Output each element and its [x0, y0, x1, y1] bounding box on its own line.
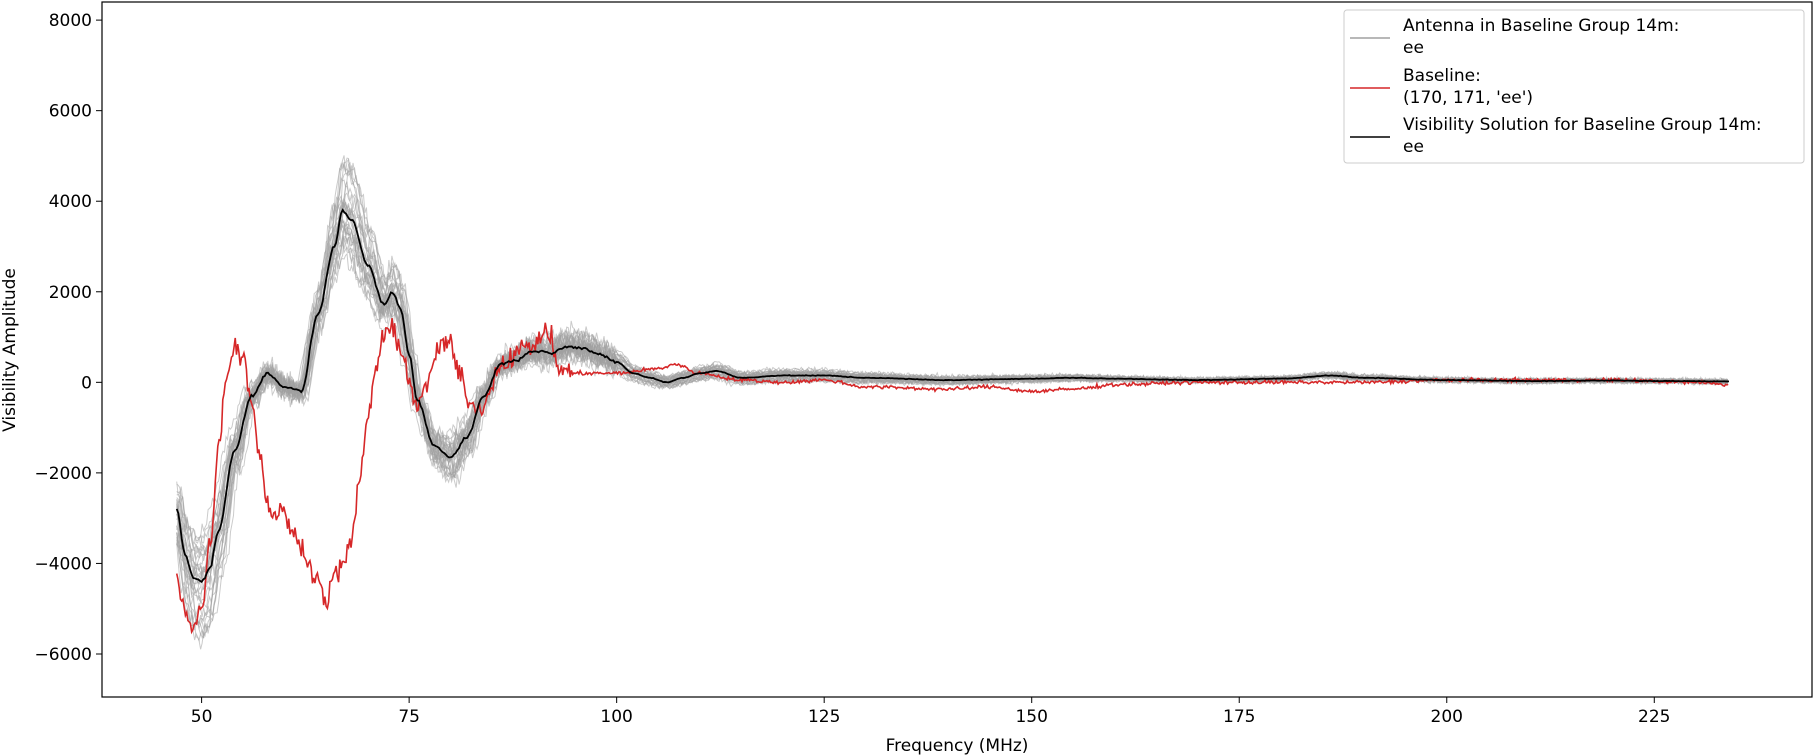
- antenna-series-line: [176, 226, 1728, 556]
- antenna-series-line: [176, 194, 1728, 592]
- plot-frame: [101, 1, 1813, 698]
- legend-label-solution-line1: Visibility Solution for Baseline Group 1…: [1403, 115, 1762, 135]
- legend-label-antenna-line2: ee: [1403, 38, 1424, 58]
- x-tick-label: 150: [1015, 707, 1047, 727]
- antenna-series-line: [176, 234, 1728, 549]
- antenna-series-line: [176, 217, 1728, 562]
- antenna-series-line: [176, 162, 1728, 643]
- antenna-series-line: [176, 204, 1728, 602]
- x-tick-label: 50: [191, 707, 213, 727]
- antenna-series-line: [176, 198, 1729, 589]
- legend-frame: [1343, 9, 1805, 164]
- y-tick-label: −6000: [34, 645, 92, 665]
- x-tick-label: 225: [1638, 707, 1670, 727]
- legend-label-antenna-line1: Antenna in Baseline Group 14m:: [1403, 16, 1679, 36]
- series-layer: [175, 155, 1730, 650]
- y-tick-label: 0: [81, 373, 92, 393]
- legend-label-baseline-line2: (170, 171, 'ee'): [1403, 88, 1533, 108]
- solution-series-line: [175, 208, 1730, 583]
- y-axis-ticks: −6000 −4000 −2000 0 2000 4000 6000 8000: [34, 11, 102, 665]
- y-tick-label: 8000: [49, 11, 92, 31]
- x-axis-ticks: 50 75 100 125 150 175 200 225: [191, 697, 1671, 727]
- x-tick-label: 125: [808, 707, 840, 727]
- antenna-series-line: [176, 200, 1729, 605]
- x-tick-label: 75: [398, 707, 420, 727]
- antenna-series-line: [176, 229, 1728, 576]
- legend: Antenna in Baseline Group 14m: ee Baseli…: [1343, 9, 1805, 164]
- y-tick-label: 4000: [49, 192, 92, 212]
- x-tick-label: 100: [600, 707, 632, 727]
- y-tick-label: −2000: [34, 464, 92, 484]
- x-tick-label: 175: [1223, 707, 1255, 727]
- legend-item-antenna: Antenna in Baseline Group 14m: ee: [1350, 16, 1679, 58]
- plot-area: [175, 155, 1730, 650]
- y-tick-label: 2000: [49, 283, 92, 303]
- y-tick-label: 6000: [49, 102, 92, 122]
- y-tick-label: −4000: [34, 554, 92, 574]
- antenna-series-line: [176, 192, 1729, 617]
- antenna-series-line: [176, 237, 1728, 546]
- antenna-series-line: [176, 155, 1729, 650]
- x-tick-label: 200: [1431, 707, 1463, 727]
- baseline-series-line: [175, 318, 1729, 635]
- legend-label-baseline-line1: Baseline:: [1403, 66, 1481, 86]
- legend-label-solution-line2: ee: [1403, 137, 1424, 157]
- legend-item-baseline: Baseline: (170, 171, 'ee'): [1350, 66, 1533, 108]
- antenna-series-line: [176, 219, 1728, 567]
- y-axis-title: Visibility Amplitude: [0, 268, 20, 432]
- legend-item-solution: Visibility Solution for Baseline Group 1…: [1350, 115, 1762, 157]
- x-axis-title: Frequency (MHz): [886, 736, 1029, 756]
